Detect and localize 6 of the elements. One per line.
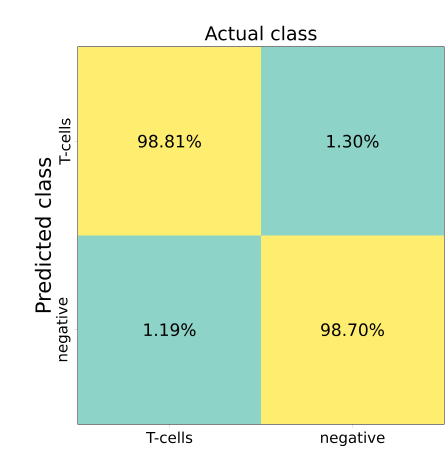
- data-label: 1.19%: [144, 323, 196, 336]
- chart-title: Actual class: [204, 26, 316, 40]
- data-label: 98.70%: [321, 323, 384, 336]
- y-axis-title: Predicted class: [34, 158, 52, 312]
- data-label: 98.81%: [138, 134, 201, 148]
- data-label: 1.30%: [327, 134, 379, 148]
